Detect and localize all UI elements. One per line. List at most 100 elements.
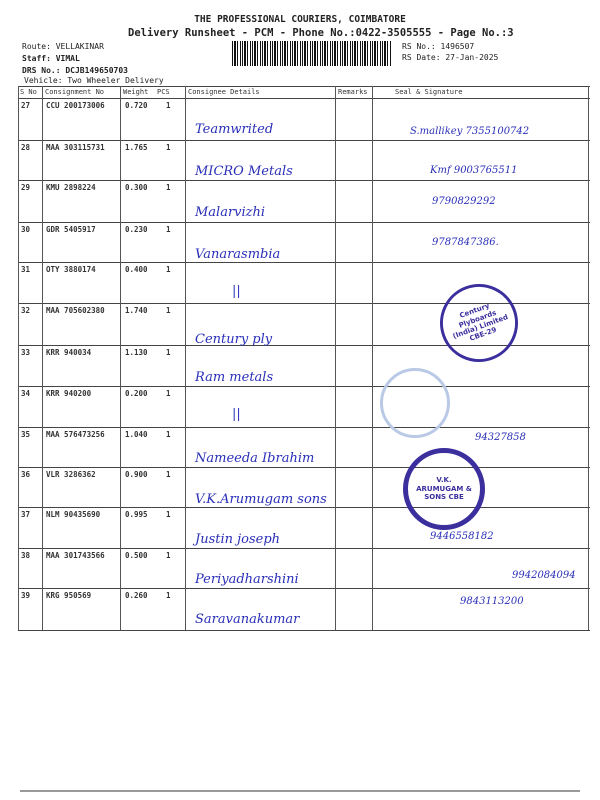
row-divider <box>18 427 590 428</box>
cell-consignment: OTY 3880174 <box>46 265 96 274</box>
cell-sno: 35 <box>21 430 31 439</box>
column-divider <box>120 86 121 630</box>
column-divider <box>18 86 19 630</box>
handwritten-consignee: Nameeda Ibrahim <box>195 451 315 466</box>
handwritten-consignee: Justin joseph <box>195 532 281 547</box>
cell-consignment: KRG 950569 <box>46 591 92 600</box>
cell-pcs: 1 <box>166 101 171 110</box>
rs-date: RS Date: 27-Jan-2025 <box>402 53 499 62</box>
handwritten-consignee: Vanarasmbia <box>195 247 281 262</box>
cell-weight: 1.040 <box>125 430 148 439</box>
cell-pcs: 1 <box>166 389 171 398</box>
cell-consignment: KRR 940034 <box>46 348 92 357</box>
cell-sno: 34 <box>21 389 31 398</box>
cell-weight: 0.500 <box>125 551 148 560</box>
cell-sno: 30 <box>21 225 31 234</box>
cell-weight: 0.300 <box>125 183 148 192</box>
drs-number: DRS No.: DCJB149650703 <box>22 66 128 75</box>
cell-sno: 33 <box>21 348 31 357</box>
cell-pcs: 1 <box>166 348 171 357</box>
cell-pcs: 1 <box>166 470 171 479</box>
barcode <box>232 41 392 66</box>
staff: Staff: VIMAL <box>22 54 80 63</box>
cell-consignment: KRR 940200 <box>46 389 92 398</box>
col-header-sno: S No <box>20 88 37 96</box>
handwritten-consignee: Saravanakumar <box>195 612 300 627</box>
column-divider <box>42 86 43 630</box>
cell-weight: 1.740 <box>125 306 148 315</box>
row-divider <box>18 262 590 263</box>
table-top-border <box>18 86 590 87</box>
cell-weight: 0.230 <box>125 225 148 234</box>
handwritten-signature: 9942084094 <box>512 570 576 581</box>
row-divider <box>18 507 590 508</box>
cell-weight: 0.720 <box>125 101 148 110</box>
handwritten-consignee: Periyadharshini <box>195 572 299 587</box>
runsheet-title: Delivery Runsheet - PCM - Phone No.:0422… <box>128 27 514 39</box>
handwritten-consignee: Malarvizhi <box>195 205 266 220</box>
cell-consignment: KMU 2898224 <box>46 183 96 192</box>
cell-consignment: MAA 303115731 <box>46 143 105 152</box>
col-header-consignee: Consignee Details <box>188 88 260 96</box>
handwritten-signature: 9790829292 <box>432 196 496 207</box>
century-stamp: Century Plyboards (India) Limited CBE-29 <box>429 273 529 373</box>
cell-consignment: NLM 90435690 <box>46 510 101 519</box>
col-header-weight: Weight <box>123 88 149 96</box>
cell-sno: 28 <box>21 143 31 152</box>
cell-consignment: VLR 3286362 <box>46 470 96 479</box>
handwritten-consignee: || <box>232 284 241 299</box>
cell-weight: 0.260 <box>125 591 148 600</box>
col-header-consignment: Consignment No <box>45 88 105 96</box>
cell-pcs: 1 <box>166 143 171 152</box>
handwritten-signature: 94327858 <box>475 432 526 443</box>
handwritten-signature: S.mallikey 7355100742 <box>410 126 530 137</box>
col-header-pcs: PCS <box>157 88 170 96</box>
company-name: THE PROFESSIONAL COURIERS, COIMBATORE <box>194 14 406 25</box>
cell-consignment: MAA 301743566 <box>46 551 105 560</box>
row-divider <box>18 386 590 387</box>
route: Route: VELLAKINAR <box>22 42 104 51</box>
handwritten-consignee: Ram metals <box>195 370 274 385</box>
handwritten-signature: Kmf 9003765511 <box>430 165 518 176</box>
column-divider <box>335 86 336 630</box>
vehicle: Vehicle: Two Wheeler Delivery <box>24 76 164 85</box>
handwritten-consignee: Century ply <box>195 332 273 347</box>
column-divider <box>185 86 186 630</box>
cell-sno: 29 <box>21 183 31 192</box>
row-divider <box>18 548 590 549</box>
cell-weight: 0.995 <box>125 510 148 519</box>
cell-sno: 36 <box>21 470 31 479</box>
cell-pcs: 1 <box>166 551 171 560</box>
cell-consignment: CCU 200173006 <box>46 101 105 110</box>
cell-consignment: GDR 5405917 <box>46 225 96 234</box>
handwritten-consignee: || <box>232 407 241 422</box>
col-header-remarks: Remarks <box>338 88 368 96</box>
cell-sno: 39 <box>21 591 31 600</box>
column-divider <box>588 86 589 630</box>
col-header-seal: Seal & Signature <box>395 88 463 96</box>
century-stamp-text: Century Plyboards (India) Limited CBE-29 <box>451 301 510 344</box>
row-divider <box>18 630 590 631</box>
cell-sno: 31 <box>21 265 31 274</box>
cell-pcs: 1 <box>166 430 171 439</box>
column-divider <box>372 86 373 630</box>
row-divider <box>18 345 590 346</box>
rs-number: RS No.: 1496507 <box>402 42 475 51</box>
cell-pcs: 1 <box>166 225 171 234</box>
cell-sno: 37 <box>21 510 31 519</box>
handwritten-consignee: Teamwrited <box>195 122 274 137</box>
cell-pcs: 1 <box>166 265 171 274</box>
cell-sno: 27 <box>21 101 31 110</box>
handwritten-signature: 9787847386. <box>432 237 499 248</box>
cell-pcs: 1 <box>166 510 171 519</box>
cell-consignment: MAA 705602380 <box>46 306 105 315</box>
cell-sno: 32 <box>21 306 31 315</box>
cell-pcs: 1 <box>166 183 171 192</box>
cell-weight: 0.200 <box>125 389 148 398</box>
cell-sno: 38 <box>21 551 31 560</box>
cell-pcs: 1 <box>166 591 171 600</box>
cell-pcs: 1 <box>166 306 171 315</box>
row-divider <box>18 140 590 141</box>
handwritten-signature: 9843113200 <box>460 596 524 607</box>
row-divider <box>18 180 590 181</box>
